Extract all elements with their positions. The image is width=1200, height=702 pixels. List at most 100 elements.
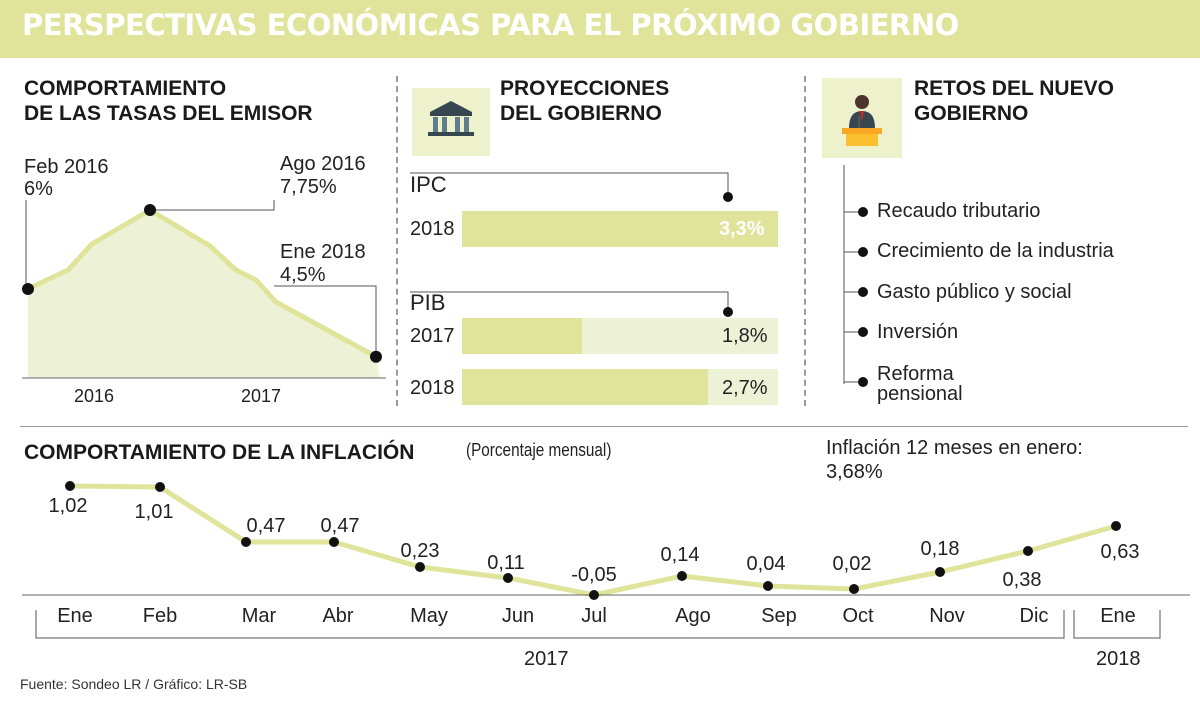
tasas-year-label-2017: 2017	[241, 386, 282, 406]
inflacion-tick-label-7: Jul	[581, 605, 607, 627]
inflacion-year-2018: 2018	[1096, 648, 1141, 670]
bracket-2017	[35, 610, 1065, 639]
inflacion-year-2017: 2017	[524, 648, 569, 670]
inflacion-point-4	[329, 537, 339, 547]
pib-leader-dot	[723, 307, 733, 317]
ipc-year-2018: 2018	[410, 218, 455, 240]
tasas-annotation-label-2: Ago 2016	[280, 153, 366, 175]
inflacion-point-8	[677, 571, 687, 581]
tasas-annotation-value-3: 4,5%	[280, 264, 326, 286]
inflacion-tick-label-13: Ene	[1100, 605, 1136, 627]
tasas-leader-ago2016	[150, 200, 275, 211]
inflacion-point-12	[1023, 546, 1033, 556]
page-title: PERSPECTIVAS ECONÓMICAS PARA EL PRÓXIMO …	[22, 8, 959, 42]
tasas-point-2	[144, 204, 156, 216]
tasas-year-label-2016: 2016	[74, 386, 115, 406]
inflacion-value-label-9: 0,04	[747, 553, 786, 575]
ipc-leader-dot	[723, 192, 733, 202]
reto-bullet-1	[858, 207, 868, 217]
inflacion-point-6	[503, 573, 513, 583]
reto-item-4: Inversión	[877, 321, 959, 343]
inflacion-point-5	[415, 562, 425, 572]
pib-year-2018: 2018	[410, 377, 455, 399]
inflacion-value-label-8: 0,14	[661, 544, 700, 566]
inflacion-subtitle: (Porcentaje mensual)	[466, 440, 612, 460]
reto-item-3: Gasto público y social	[877, 281, 1072, 303]
reto-bullet-5	[858, 377, 868, 387]
reto-item-5-line2: pensional	[877, 383, 963, 405]
inflacion-value-label-1: 1,02	[49, 495, 88, 517]
ipc-bar-2018	[462, 211, 778, 247]
inflacion-tick-label-9: Sep	[761, 605, 797, 627]
inflacion-tick-label-3: Mar	[242, 605, 277, 627]
reto-item-2: Crecimiento de la industria	[877, 240, 1114, 262]
pib-value-2018: 2,7%	[722, 377, 768, 399]
proyecciones-title-line1: PROYECCIONES	[500, 77, 670, 100]
section-divider-2	[804, 76, 806, 406]
inflacion-title: COMPORTAMIENTO DE LA INFLACIÓN	[24, 441, 415, 464]
inflacion-point-7	[589, 590, 599, 600]
tasas-annotation-value-1: 6%	[24, 178, 53, 200]
inflacion-point-3	[241, 537, 251, 547]
tasas-annotation-value-2: 7,75%	[280, 176, 337, 198]
inflacion-value-label-12: 0,38	[1003, 569, 1042, 591]
pib-label: PIB	[410, 290, 446, 315]
inflacion-value-label-2: 1,01	[135, 501, 174, 523]
horizontal-divider	[20, 426, 1188, 427]
reto-bullet-2	[858, 247, 868, 257]
inflacion-value-label-4: 0,47	[321, 515, 360, 537]
inflacion-tick-label-2: Feb	[143, 605, 177, 627]
inflacion-tick-label-10: Oct	[842, 605, 874, 627]
retos-title-line1: RETOS DEL NUEVO	[914, 77, 1114, 100]
inflacion-tick-label-5: May	[410, 605, 448, 627]
inflacion-value-label-11: 0,18	[921, 538, 960, 560]
speaker-podium-icon	[822, 78, 902, 158]
tasas-annotation-label-3: Ene 2018	[280, 241, 366, 263]
inflacion-tick-label-11: Nov	[929, 605, 965, 627]
tasas-point-1	[22, 283, 34, 295]
bracket-2018	[1073, 610, 1161, 639]
inflacion-point-1	[65, 481, 75, 491]
pib-bar-2018	[462, 369, 709, 405]
reto-bullet-4	[858, 327, 868, 337]
pib-year-2017: 2017	[410, 325, 455, 347]
tasas-area	[28, 210, 380, 378]
reto-bullet-3	[858, 287, 868, 297]
inflacion-point-13	[1111, 521, 1121, 531]
inflacion-value-label-10: 0,02	[833, 553, 872, 575]
inflacion-tick-label-6: Jun	[502, 605, 534, 627]
inflacion-value-label-6: 0,11	[487, 552, 524, 574]
tasas-title-line1: COMPORTAMIENTO	[24, 77, 227, 100]
tasas-annotation-label-1: Feb 2016	[24, 156, 109, 178]
ipc-value-2018: 3,3%	[719, 218, 765, 240]
inflacion-point-10	[849, 584, 859, 594]
inflacion-tick-label-4: Abr	[322, 605, 353, 627]
inflacion-value-label-5: 0,23	[401, 540, 440, 562]
tasas-leader-ene2018	[274, 285, 377, 356]
ipc-label: IPC	[410, 172, 447, 197]
inflacion-tick-label-12: Dic	[1020, 605, 1049, 627]
inflacion-point-9	[763, 581, 773, 591]
retos-title-line2: GOBIERNO	[914, 102, 1029, 125]
ipc-leader	[410, 172, 729, 196]
pib-bar-2017	[462, 318, 583, 354]
reto-item-5: Reforma	[877, 363, 954, 385]
bank-icon	[412, 88, 490, 156]
inflacion-tick-label-8: Ago	[675, 605, 711, 627]
inflacion-value-label-13: 0,63	[1101, 541, 1140, 563]
inflacion-value-label-3: 0,47	[247, 515, 286, 537]
section-divider-1	[396, 76, 398, 406]
tasas-title-line2: DE LAS TASAS DEL EMISOR	[24, 102, 313, 125]
inflacion-note-label: Inflación 12 meses en enero:	[826, 437, 1083, 459]
tasas-line	[26, 207, 378, 359]
inflacion-point-11	[935, 567, 945, 577]
pib-leader	[410, 291, 729, 311]
pib-value-2017: 1,8%	[722, 325, 768, 347]
tasas-point-3	[370, 350, 382, 363]
inflacion-tick-label-1: Ene	[57, 605, 93, 627]
inflacion-value-label-7: -0,05	[571, 564, 617, 586]
proyecciones-title-line2: DEL GOBIERNO	[500, 102, 662, 125]
reto-item-1: Recaudo tributario	[877, 200, 1041, 222]
inflacion-point-2	[155, 482, 165, 492]
